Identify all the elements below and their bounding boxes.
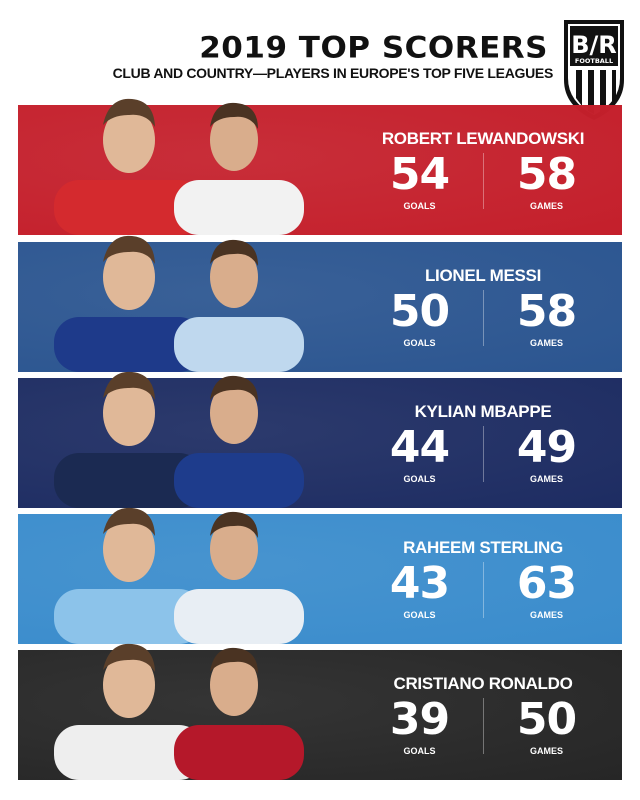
svg-text:B/R: B/R	[571, 31, 617, 59]
player-photos	[54, 235, 304, 372]
goals-label: GOALS	[403, 610, 436, 620]
player-country-photo	[174, 647, 304, 780]
svg-text:FOOTBALL: FOOTBALL	[575, 57, 613, 65]
games-label: GAMES	[529, 746, 563, 756]
goals-label: GOALS	[403, 338, 436, 348]
goals-value: 50	[389, 286, 450, 337]
player-name: KYLIAN MBAPPE	[414, 402, 552, 421]
player-club-photo	[54, 98, 204, 235]
games-stat: 58 GAMES	[488, 286, 606, 349]
games-value: 50	[516, 694, 577, 745]
goals-value: 54	[389, 149, 450, 200]
player-country-photo	[174, 375, 304, 508]
games-value: 63	[516, 558, 577, 609]
goals-label: GOALS	[403, 201, 436, 211]
games-stat: 50 GAMES	[488, 694, 606, 757]
player-photos	[54, 507, 304, 644]
player-card: KYLIAN MBAPPE 44 GOALS 49 GAMES	[18, 371, 622, 508]
goals-stat: 44 GOALS	[361, 422, 479, 485]
goals-stat: 43 GOALS	[361, 558, 479, 621]
player-club-photo	[54, 507, 204, 644]
stat-divider	[482, 562, 484, 618]
player-country-photo	[174, 511, 304, 644]
games-label: GAMES	[529, 338, 563, 348]
player-name: RAHEEM STERLING	[403, 538, 563, 557]
games-stat: 63 GAMES	[488, 558, 606, 621]
player-card: LIONEL MESSI 50 GOALS 58 GAMES	[18, 235, 622, 372]
player-name: ROBERT LEWANDOWSKI	[381, 129, 585, 148]
player-photos	[54, 371, 304, 508]
games-value: 49	[516, 422, 577, 473]
games-label: GAMES	[529, 201, 563, 211]
player-photos	[54, 98, 304, 235]
games-value: 58	[516, 286, 577, 337]
stat-divider	[482, 153, 484, 209]
games-label: GAMES	[529, 610, 563, 620]
player-card: CRISTIANO RONALDO 39 GOALS 50 GAMES	[18, 643, 622, 780]
player-country-photo	[174, 102, 304, 235]
goals-stat: 54 GOALS	[361, 149, 479, 212]
goals-value: 44	[389, 422, 450, 473]
player-photos	[54, 643, 304, 780]
player-club-photo	[54, 235, 204, 372]
goals-label: GOALS	[403, 746, 436, 756]
games-stat: 58 GAMES	[488, 149, 606, 212]
goals-value: 39	[389, 694, 450, 745]
games-label: GAMES	[529, 474, 563, 484]
games-stat: 49 GAMES	[488, 422, 606, 485]
goals-stat: 39 GOALS	[361, 694, 479, 757]
page-title: 2019 TOP SCORERS	[199, 30, 548, 66]
player-card: RAHEEM STERLING 43 GOALS 63 GAMES	[18, 507, 622, 644]
player-card: ROBERT LEWANDOWSKI 54 GOALS 58 GAMES	[18, 98, 622, 235]
goals-stat: 50 GOALS	[361, 286, 479, 349]
goals-label: GOALS	[403, 474, 436, 484]
br-football-logo: B/R FOOTBALL	[564, 20, 624, 120]
player-club-photo	[54, 643, 204, 780]
stat-divider	[482, 698, 484, 754]
goals-value: 43	[389, 558, 450, 609]
games-value: 58	[516, 149, 577, 200]
player-country-photo	[174, 239, 304, 372]
page-subtitle: CLUB AND COUNTRY—PLAYERS IN EUROPE'S TOP…	[112, 65, 554, 81]
stat-divider	[482, 426, 484, 482]
player-name: LIONEL MESSI	[424, 266, 542, 285]
player-name: CRISTIANO RONALDO	[393, 674, 573, 693]
stat-divider	[482, 290, 484, 346]
player-club-photo	[54, 371, 204, 508]
